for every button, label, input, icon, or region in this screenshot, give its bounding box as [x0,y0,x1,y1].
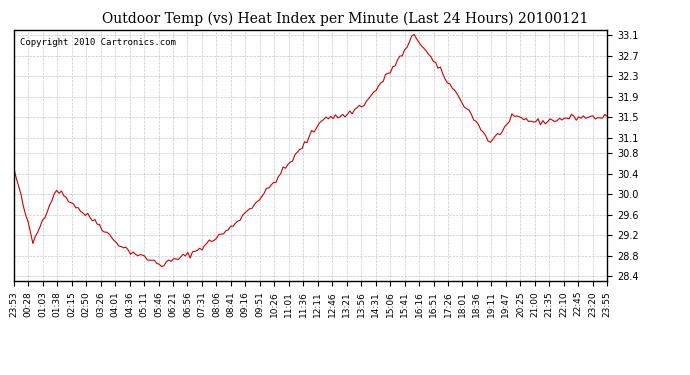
Text: Copyright 2010 Cartronics.com: Copyright 2010 Cartronics.com [20,38,176,46]
Text: Outdoor Temp (vs) Heat Index per Minute (Last 24 Hours) 20100121: Outdoor Temp (vs) Heat Index per Minute … [102,11,588,26]
